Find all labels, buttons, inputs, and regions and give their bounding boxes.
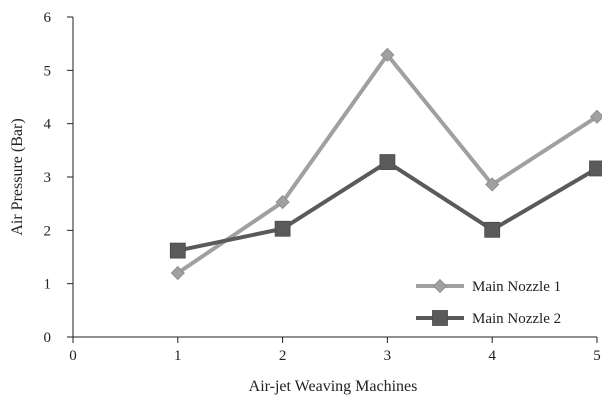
legend-label: Main Nozzle 2	[472, 311, 561, 327]
legend-label: Main Nozzle 1	[472, 279, 561, 295]
series-1-point	[485, 177, 500, 192]
axes	[67, 16, 598, 343]
series-2	[169, 154, 602, 259]
y-tick-label: 1	[44, 277, 52, 293]
legend: Main Nozzle 1 Main Nozzle 2	[416, 278, 561, 327]
series-1-point	[380, 47, 395, 62]
series-1-point	[275, 195, 290, 210]
y-axis-title: Air Pressure (Bar)	[9, 118, 26, 235]
series-2-point	[589, 160, 602, 177]
series-2-point	[484, 221, 501, 238]
y-tick-label: 0	[44, 330, 52, 346]
tick-labels: 0 1 2 3 4 5 0 1 2 3 4 5 6	[44, 10, 601, 364]
series-2-point	[274, 220, 291, 237]
series-2-point	[169, 242, 186, 259]
x-tick-label: 1	[174, 348, 182, 364]
x-tick-label: 4	[488, 348, 496, 364]
y-tick-label: 2	[44, 223, 52, 239]
legend-swatch-marker	[432, 310, 448, 326]
x-axis-title: Air-jet Weaving Machines	[249, 378, 418, 395]
y-tick-label: 4	[44, 117, 52, 133]
x-tick-label: 3	[384, 348, 392, 364]
series-1	[170, 47, 602, 281]
y-tick-label: 5	[44, 63, 52, 79]
legend-swatch-marker	[432, 278, 448, 294]
series-1-point	[170, 265, 185, 281]
legend-item-2: Main Nozzle 2	[416, 310, 561, 327]
legend-item-1: Main Nozzle 1	[416, 278, 561, 295]
x-tick-label: 0	[69, 348, 77, 364]
x-tick-label: 2	[279, 348, 287, 364]
series-2-line	[177, 160, 599, 253]
y-tick-label: 6	[44, 10, 52, 26]
series-1-point	[589, 109, 602, 124]
x-tick-label: 5	[593, 348, 601, 364]
y-tick-label: 3	[44, 170, 52, 186]
series-2-point	[379, 154, 396, 170]
series-group	[169, 47, 602, 281]
